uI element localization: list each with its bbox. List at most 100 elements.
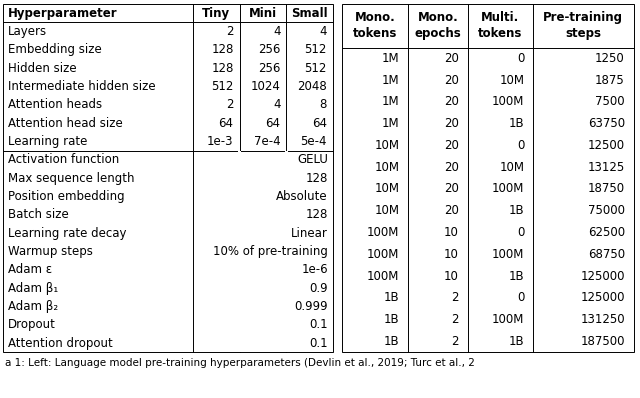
- Text: 128: 128: [305, 172, 328, 185]
- Text: 2: 2: [226, 98, 234, 111]
- Text: 4: 4: [273, 98, 280, 111]
- Text: 1875: 1875: [595, 74, 625, 87]
- Text: 2: 2: [226, 25, 234, 38]
- Text: Activation function: Activation function: [8, 153, 120, 166]
- Text: 187500: 187500: [580, 335, 625, 348]
- Text: 10: 10: [444, 248, 459, 261]
- Text: 100M: 100M: [367, 269, 399, 283]
- Text: 0: 0: [517, 52, 524, 65]
- Text: 0.9: 0.9: [309, 281, 328, 295]
- Text: 7500: 7500: [595, 96, 625, 108]
- Text: Mono.
tokens: Mono. tokens: [353, 12, 397, 40]
- Text: Hyperparameter: Hyperparameter: [8, 7, 118, 20]
- Text: 0: 0: [517, 139, 524, 152]
- Text: Adam ε: Adam ε: [8, 263, 52, 276]
- Text: 1B: 1B: [509, 269, 524, 283]
- Text: 1B: 1B: [509, 335, 524, 348]
- Text: 100M: 100M: [367, 226, 399, 239]
- Text: 4: 4: [273, 25, 280, 38]
- Text: 10: 10: [444, 269, 459, 283]
- Text: Embedding size: Embedding size: [8, 43, 102, 56]
- Text: 18750: 18750: [588, 183, 625, 195]
- Text: Adam β₁: Adam β₁: [8, 281, 58, 295]
- Text: 8: 8: [319, 98, 327, 111]
- Text: 12500: 12500: [588, 139, 625, 152]
- Text: 1e-6: 1e-6: [301, 263, 328, 276]
- Text: 10M: 10M: [374, 183, 399, 195]
- Text: 100M: 100M: [492, 248, 524, 261]
- Text: 1024: 1024: [250, 80, 280, 93]
- Text: 1B: 1B: [383, 335, 399, 348]
- Text: 68750: 68750: [588, 248, 625, 261]
- Text: 131250: 131250: [580, 313, 625, 326]
- Text: 1M: 1M: [381, 74, 399, 87]
- Text: 1M: 1M: [381, 52, 399, 65]
- Text: Tiny: Tiny: [202, 7, 230, 20]
- Text: 1250: 1250: [595, 52, 625, 65]
- Text: 0: 0: [517, 291, 524, 304]
- Text: 100M: 100M: [492, 183, 524, 195]
- Text: 20: 20: [444, 204, 459, 217]
- Text: 0.1: 0.1: [309, 337, 328, 349]
- Text: Attention head size: Attention head size: [8, 117, 123, 130]
- Text: 20: 20: [444, 139, 459, 152]
- Bar: [238, 150, 241, 352]
- Text: 1B: 1B: [383, 291, 399, 304]
- Text: 512: 512: [305, 43, 327, 56]
- Text: 256: 256: [258, 62, 280, 75]
- Text: Max sequence length: Max sequence length: [8, 172, 134, 185]
- Text: Hidden size: Hidden size: [8, 62, 77, 75]
- Text: 20: 20: [444, 183, 459, 195]
- Text: 63750: 63750: [588, 117, 625, 130]
- Text: 4: 4: [319, 25, 327, 38]
- Text: Learning rate: Learning rate: [8, 135, 88, 148]
- Text: 100M: 100M: [492, 313, 524, 326]
- Text: 256: 256: [258, 43, 280, 56]
- Text: 128: 128: [305, 208, 328, 221]
- Text: 64: 64: [219, 117, 234, 130]
- Text: Small: Small: [291, 7, 328, 20]
- Text: 125000: 125000: [580, 291, 625, 304]
- Text: Pre-training
steps: Pre-training steps: [543, 12, 623, 40]
- Text: Mono.
epochs: Mono. epochs: [414, 12, 461, 40]
- Text: 100M: 100M: [492, 96, 524, 108]
- Text: 1B: 1B: [383, 313, 399, 326]
- Text: 128: 128: [211, 62, 234, 75]
- Text: 1M: 1M: [381, 117, 399, 130]
- Text: 0.999: 0.999: [294, 300, 328, 313]
- Text: 512: 512: [211, 80, 234, 93]
- Text: 7e-4: 7e-4: [254, 135, 280, 148]
- Text: Multi.
tokens: Multi. tokens: [478, 12, 523, 40]
- Text: 0: 0: [517, 226, 524, 239]
- Text: 125000: 125000: [580, 269, 625, 283]
- Text: Dropout: Dropout: [8, 318, 56, 331]
- Bar: [285, 150, 287, 352]
- Text: 10M: 10M: [374, 204, 399, 217]
- Text: 2: 2: [451, 335, 459, 348]
- Text: Learning rate decay: Learning rate decay: [8, 226, 127, 240]
- Text: 10M: 10M: [499, 161, 524, 174]
- Text: 2: 2: [451, 313, 459, 326]
- Text: a 1: Left: Language model pre-training hyperparameters (Devlin et al., 2019; Tur: a 1: Left: Language model pre-training h…: [5, 358, 475, 368]
- Text: 128: 128: [211, 43, 234, 56]
- Text: Layers: Layers: [8, 25, 47, 38]
- Text: 2: 2: [451, 291, 459, 304]
- Text: 10M: 10M: [374, 139, 399, 152]
- Text: Adam β₂: Adam β₂: [8, 300, 58, 313]
- Text: Mini: Mini: [249, 7, 277, 20]
- Text: 1B: 1B: [509, 117, 524, 130]
- Text: 20: 20: [444, 161, 459, 174]
- Text: Position embedding: Position embedding: [8, 190, 125, 203]
- Text: Attention dropout: Attention dropout: [8, 337, 113, 349]
- Text: Linear: Linear: [291, 226, 328, 240]
- Text: 64: 64: [266, 117, 280, 130]
- Text: Batch size: Batch size: [8, 208, 69, 221]
- Text: 0.1: 0.1: [309, 318, 328, 331]
- Text: 1M: 1M: [381, 96, 399, 108]
- Text: 20: 20: [444, 96, 459, 108]
- Text: 10M: 10M: [374, 161, 399, 174]
- Text: GELU: GELU: [297, 153, 328, 166]
- Text: 10: 10: [444, 226, 459, 239]
- Text: 20: 20: [444, 52, 459, 65]
- Text: Warmup steps: Warmup steps: [8, 245, 93, 258]
